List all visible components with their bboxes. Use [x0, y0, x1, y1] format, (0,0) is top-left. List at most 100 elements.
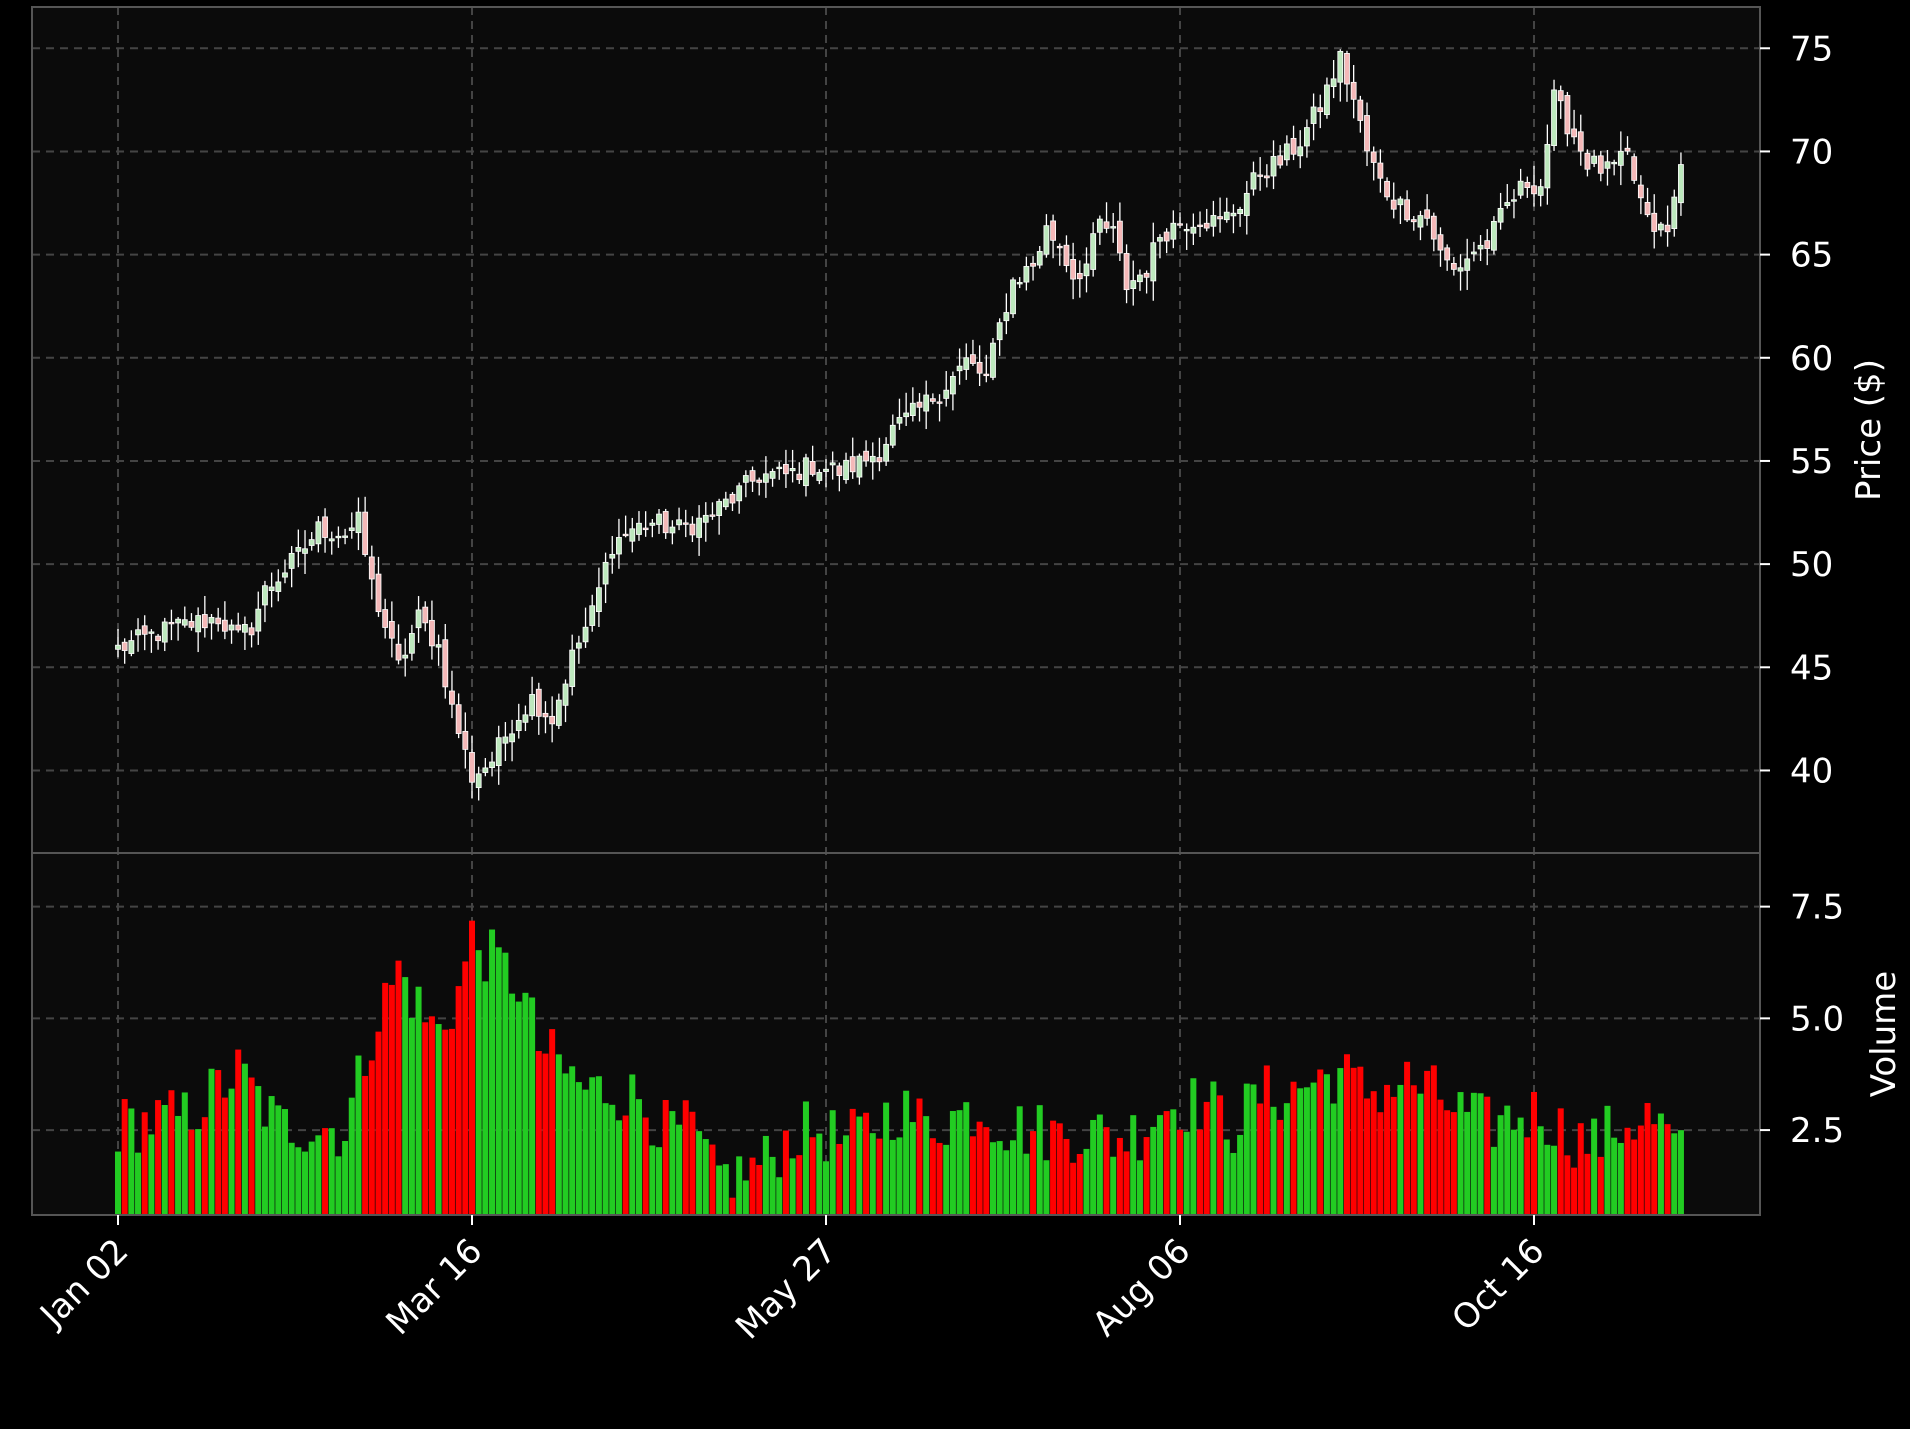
candle-body	[1324, 85, 1329, 115]
candle-body	[1365, 115, 1370, 150]
volume-bar	[910, 1122, 916, 1215]
candle-body	[576, 643, 581, 648]
volume-bar	[1023, 1154, 1029, 1215]
candle-body	[1057, 246, 1062, 248]
candle-body	[550, 716, 555, 723]
volume-bar	[683, 1100, 689, 1215]
candle-body	[1097, 219, 1102, 232]
candle-body	[1531, 186, 1536, 194]
price-tick-label: 55	[1790, 442, 1833, 482]
candle-body	[1198, 225, 1203, 227]
candle-body	[870, 456, 875, 462]
candle-body	[670, 527, 675, 533]
volume-bar	[1491, 1147, 1497, 1215]
volume-bar	[583, 1090, 589, 1215]
price-tick-label: 40	[1790, 751, 1833, 791]
volume-bar	[249, 1078, 255, 1215]
volume-bar	[696, 1131, 702, 1215]
candle-body	[1465, 259, 1470, 271]
candle-body	[409, 633, 414, 653]
candle-body	[510, 734, 515, 742]
candle-body	[356, 512, 361, 533]
volume-bar	[1237, 1135, 1243, 1215]
volume-bar	[1317, 1069, 1323, 1215]
volume-bar	[983, 1127, 989, 1215]
candle-body	[189, 621, 194, 627]
candle-body	[1618, 151, 1623, 165]
volume-bar	[1625, 1128, 1631, 1215]
volume-bar	[315, 1135, 321, 1215]
candle-body	[1552, 90, 1557, 146]
volume-bar	[429, 1016, 435, 1215]
candle-body	[1358, 100, 1363, 120]
candle-body	[436, 645, 441, 648]
volume-bar	[229, 1089, 235, 1215]
volume-bar	[1050, 1121, 1056, 1215]
candle-body	[1331, 79, 1336, 87]
candle-body	[1665, 225, 1670, 232]
volume-bar	[295, 1147, 301, 1215]
candle-body	[276, 582, 281, 592]
candle-body	[1605, 162, 1610, 169]
candle-body	[984, 374, 989, 376]
candle-body	[1645, 202, 1650, 214]
candle-body	[1264, 176, 1269, 178]
candle-body	[1558, 91, 1563, 101]
volume-bar	[1377, 1112, 1383, 1215]
price-tick-label: 70	[1790, 132, 1833, 172]
volume-bar	[596, 1076, 602, 1215]
volume-bar	[1197, 1129, 1203, 1215]
candle-body	[1284, 144, 1289, 160]
candle-body	[396, 644, 401, 660]
volume-bar	[168, 1090, 174, 1215]
price-tick-label: 60	[1790, 339, 1833, 379]
volume-bar	[502, 953, 508, 1215]
volume-bar	[1137, 1160, 1143, 1215]
candle-body	[1378, 163, 1383, 178]
volume-bar	[569, 1066, 575, 1215]
candle-body	[403, 655, 408, 658]
candle-body	[1104, 222, 1109, 229]
volume-bar	[736, 1156, 742, 1215]
candle-body	[757, 480, 762, 482]
volume-bar	[1304, 1087, 1310, 1215]
volume-bar	[1618, 1143, 1624, 1215]
candle-body	[269, 587, 274, 591]
candle-body	[777, 467, 782, 469]
candle-body	[229, 625, 234, 630]
volume-bar	[449, 1029, 455, 1215]
volume-bar	[836, 1144, 842, 1215]
volume-bar	[970, 1136, 976, 1215]
candle-body	[1491, 221, 1496, 250]
candle-body	[703, 515, 708, 522]
candle-body	[443, 640, 448, 687]
candle-body	[830, 463, 835, 465]
volume-bar	[990, 1142, 996, 1215]
volume-bar	[709, 1145, 715, 1215]
candle-body	[202, 614, 207, 627]
candle-body	[423, 607, 428, 623]
candle-body	[1091, 234, 1096, 270]
candle-body	[115, 645, 120, 649]
candle-body	[289, 553, 294, 568]
volume-bar	[188, 1130, 194, 1215]
candle-body	[897, 417, 902, 423]
candle-body	[376, 574, 381, 612]
candle-body	[1271, 156, 1276, 176]
volume-bar	[1311, 1083, 1317, 1215]
volume-bar	[496, 947, 502, 1215]
volume-bar	[416, 987, 422, 1215]
volume-bar	[1150, 1127, 1156, 1215]
volume-bar	[1591, 1119, 1597, 1215]
candle-body	[1137, 275, 1142, 282]
volume-bar	[1444, 1110, 1450, 1215]
candle-body	[1044, 226, 1049, 255]
candle-body	[890, 425, 895, 445]
volume-bar	[215, 1070, 221, 1215]
volume-bar	[1604, 1106, 1610, 1215]
candle-body	[1251, 173, 1256, 189]
volume-bar	[649, 1145, 655, 1215]
volume-tick-label: 2.5	[1790, 1111, 1844, 1151]
candle-body	[1572, 129, 1577, 137]
volume-bar	[1478, 1093, 1484, 1215]
